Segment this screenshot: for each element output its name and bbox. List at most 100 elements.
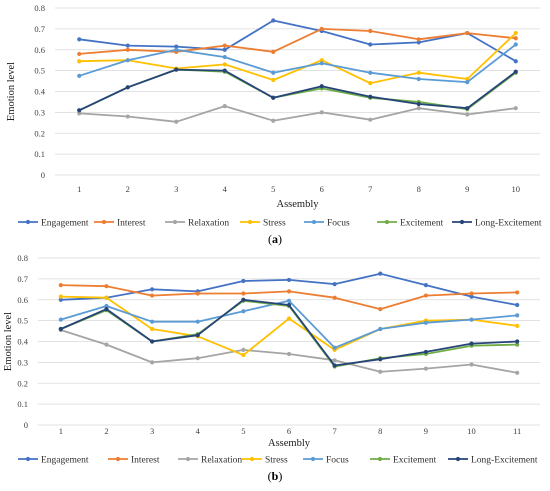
data-point-stress <box>271 77 276 83</box>
data-point-interest <box>378 307 383 312</box>
data-point-long-excitement <box>77 108 82 113</box>
data-point-relaxation <box>416 106 421 111</box>
x-tick-label: 6 <box>287 426 291 436</box>
data-point-long-excitement <box>271 95 276 100</box>
legend-label: Engagement <box>41 456 89 466</box>
data-point-relaxation <box>174 119 179 124</box>
data-point-interest <box>77 51 82 57</box>
x-tick-label: 6 <box>320 184 324 194</box>
data-point-engagement <box>125 43 130 48</box>
legend-label: Long-Excitement <box>471 456 538 466</box>
chart-a: 0 0.1 0.2 0.3 0.4 0.5 0.6 0.7 0.8 1 2 3 4 5 6 7 8 9 10 Asse… <box>6 3 542 246</box>
legend-marker <box>384 219 390 225</box>
x-tick-label: 2 <box>126 184 130 194</box>
data-point-focus <box>378 326 383 332</box>
y-tick-label: 0.7 <box>34 24 45 34</box>
series-line-engagement <box>79 19 517 62</box>
data-point-long-excitement <box>319 84 324 89</box>
data-point-focus <box>241 309 246 314</box>
data-point-relaxation <box>286 351 292 357</box>
legend-item-relaxation: Relaxation <box>178 456 242 466</box>
legend-marker <box>455 456 461 462</box>
data-point-focus <box>319 61 324 66</box>
data-point-relaxation <box>378 369 383 374</box>
y-axis-title: Emotion level <box>3 312 14 371</box>
data-point-focus <box>149 319 155 324</box>
data-point-relaxation <box>368 117 373 122</box>
series-line-relaxation <box>60 329 518 374</box>
data-point-relaxation <box>465 112 470 117</box>
legend-label: Relaxation <box>188 219 229 229</box>
data-point-stress <box>465 76 470 82</box>
x-tick-label: 7 <box>333 426 337 436</box>
data-point-focus <box>77 73 82 78</box>
data-point-stress <box>241 352 246 358</box>
data-point-relaxation <box>149 360 155 365</box>
legend-marker <box>377 456 383 462</box>
data-point-interest <box>195 291 200 296</box>
data-point-interest <box>149 293 155 298</box>
x-tick-label: 10 <box>512 184 521 194</box>
data-point-long-excitement <box>465 106 470 111</box>
caption-open: ( <box>268 232 272 246</box>
data-point-interest <box>222 43 227 48</box>
y-tick-label: 0.4 <box>34 87 45 97</box>
y-tick-label: 0.8 <box>17 253 28 263</box>
y-tick-label: 0.7 <box>17 274 28 284</box>
legend-item-focus: Focus <box>303 456 349 466</box>
data-point-engagement <box>58 297 63 302</box>
legend-marker <box>25 219 31 225</box>
data-point-focus <box>222 54 227 60</box>
legend-label: Relaxation <box>201 456 242 466</box>
data-point-engagement <box>149 287 155 292</box>
legend-label: Focus <box>326 456 349 466</box>
series-line-long-excitement <box>78 68 517 112</box>
y-tick-label: 0.1 <box>34 149 45 159</box>
data-point-interest <box>286 289 292 294</box>
data-point-relaxation <box>332 358 337 363</box>
legend-item-long-excitement: Long-Excitement <box>452 219 542 229</box>
caption-close: ) <box>278 232 282 246</box>
legend-item-interest: Interest <box>108 456 160 466</box>
x-tick-label: 8 <box>417 184 421 194</box>
data-point-interest <box>465 30 470 36</box>
legend-label: Focus <box>327 219 350 229</box>
legend-item-excitement: Excitement <box>370 456 437 466</box>
data-point-interest <box>515 290 520 295</box>
x-axis-title: Assembly <box>268 438 311 449</box>
data-point-relaxation <box>515 370 520 375</box>
data-point-long-excitement <box>174 67 179 72</box>
data-point-long-excitement <box>368 94 373 99</box>
legend-marker <box>115 456 121 462</box>
data-point-long-excitement <box>515 339 520 344</box>
legend-marker <box>172 219 178 225</box>
x-tick-label: 1 <box>59 426 63 436</box>
series-line-interest <box>79 27 516 55</box>
data-point-interest <box>513 36 518 41</box>
data-point-engagement <box>515 302 520 308</box>
legend-marker <box>101 219 107 225</box>
legend-item-relaxation: Relaxation <box>165 219 229 229</box>
data-point-stress <box>222 62 227 67</box>
data-point-interest <box>319 26 324 31</box>
data-point-focus <box>125 58 130 63</box>
y-tick-label: 0.3 <box>17 357 28 367</box>
data-point-focus <box>174 47 179 52</box>
data-point-focus <box>423 320 429 325</box>
data-point-interest <box>58 283 63 288</box>
data-point-stress <box>513 30 518 36</box>
data-point-long-excitement <box>104 307 109 312</box>
data-point-focus <box>332 345 337 350</box>
legend-marker <box>310 456 316 462</box>
x-tick-label: 5 <box>241 426 245 436</box>
data-point-long-excitement <box>125 85 130 90</box>
x-tick-label: 11 <box>513 426 521 436</box>
legend-label: Interest <box>117 219 146 229</box>
data-point-relaxation <box>319 110 324 115</box>
data-point-relaxation <box>125 114 130 119</box>
data-point-focus <box>195 319 200 324</box>
y-tick-label: 0 <box>24 420 28 430</box>
x-tick-label: 4 <box>196 426 201 436</box>
data-point-relaxation <box>469 362 474 367</box>
